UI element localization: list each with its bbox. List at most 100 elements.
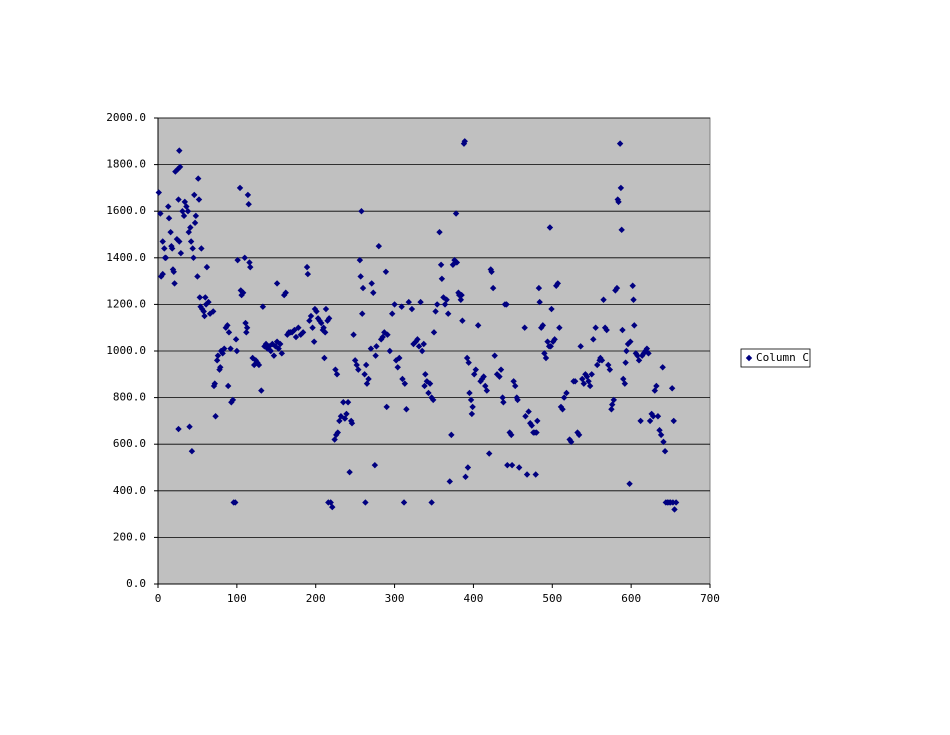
- point: [188, 447, 196, 455]
- point: [292, 333, 300, 341]
- point: [400, 499, 408, 506]
- point: [171, 280, 178, 287]
- point: [488, 268, 495, 275]
- point: [525, 408, 532, 415]
- y-tick-label: 1600.0: [106, 204, 146, 217]
- legend-label: Column C: [756, 351, 809, 364]
- point: [361, 371, 368, 378]
- point: [582, 371, 589, 378]
- point: [466, 389, 473, 397]
- point: [527, 420, 534, 427]
- y-tick-label: 1800.0: [106, 158, 146, 171]
- point: [225, 329, 233, 336]
- x-tick-label: 700: [700, 592, 720, 605]
- point: [239, 289, 247, 296]
- point: [258, 387, 265, 394]
- point: [244, 191, 252, 199]
- point: [533, 429, 540, 436]
- point: [515, 464, 523, 471]
- point: [414, 336, 421, 343]
- point: [205, 298, 212, 306]
- point: [606, 366, 614, 373]
- point: [534, 417, 541, 425]
- x-tick-label: 100: [227, 592, 247, 605]
- point: [322, 305, 330, 313]
- point: [650, 413, 657, 420]
- point: [508, 461, 516, 469]
- point: [195, 196, 203, 203]
- point: [418, 347, 426, 355]
- point: [554, 280, 562, 287]
- point: [446, 478, 453, 485]
- point: [590, 336, 597, 343]
- point: [600, 296, 607, 303]
- point: [500, 399, 507, 406]
- point: [579, 375, 586, 383]
- point: [539, 322, 547, 329]
- point: [365, 375, 372, 383]
- point: [321, 329, 329, 336]
- point: [206, 310, 214, 317]
- point: [295, 324, 302, 331]
- point: [547, 343, 554, 350]
- point: [398, 303, 405, 310]
- point: [618, 226, 625, 234]
- point: [656, 427, 663, 434]
- point: [660, 438, 667, 446]
- point: [405, 298, 412, 306]
- point: [464, 464, 472, 471]
- point: [355, 366, 362, 373]
- point: [624, 340, 632, 348]
- point: [177, 249, 185, 257]
- point: [415, 343, 423, 350]
- point: [468, 410, 476, 418]
- point: [243, 329, 250, 336]
- point: [386, 347, 394, 355]
- point: [623, 347, 630, 355]
- point: [465, 359, 472, 366]
- legend-marker: [745, 354, 753, 362]
- point: [277, 340, 284, 348]
- point: [357, 273, 364, 280]
- point: [657, 431, 665, 439]
- point: [247, 263, 254, 271]
- point: [165, 203, 172, 210]
- y-tick-label: 200.0: [113, 530, 146, 543]
- point: [672, 499, 680, 506]
- point: [512, 382, 519, 390]
- point: [161, 245, 168, 252]
- y-tick-label: 1000.0: [106, 344, 146, 357]
- point: [211, 380, 218, 387]
- point: [483, 387, 491, 394]
- point: [396, 354, 403, 362]
- point: [421, 382, 428, 390]
- point: [373, 343, 380, 350]
- point: [170, 268, 177, 275]
- point: [462, 473, 469, 481]
- point: [648, 410, 655, 418]
- point: [588, 371, 595, 378]
- x-tick-label: 500: [542, 592, 562, 605]
- point: [165, 214, 173, 222]
- point: [375, 242, 382, 250]
- point: [592, 324, 599, 331]
- point: [622, 359, 629, 366]
- point: [469, 403, 476, 411]
- point: [245, 201, 252, 208]
- point: [313, 308, 320, 315]
- point: [234, 256, 241, 264]
- point: [180, 212, 188, 220]
- point: [267, 347, 274, 355]
- point: [278, 350, 286, 357]
- point: [196, 294, 203, 301]
- point: [303, 263, 311, 271]
- point: [389, 310, 396, 317]
- point: [184, 208, 192, 215]
- point: [571, 378, 579, 385]
- point: [236, 184, 244, 192]
- point: [546, 224, 554, 231]
- point: [491, 352, 498, 359]
- point: [472, 366, 479, 373]
- point: [459, 317, 466, 324]
